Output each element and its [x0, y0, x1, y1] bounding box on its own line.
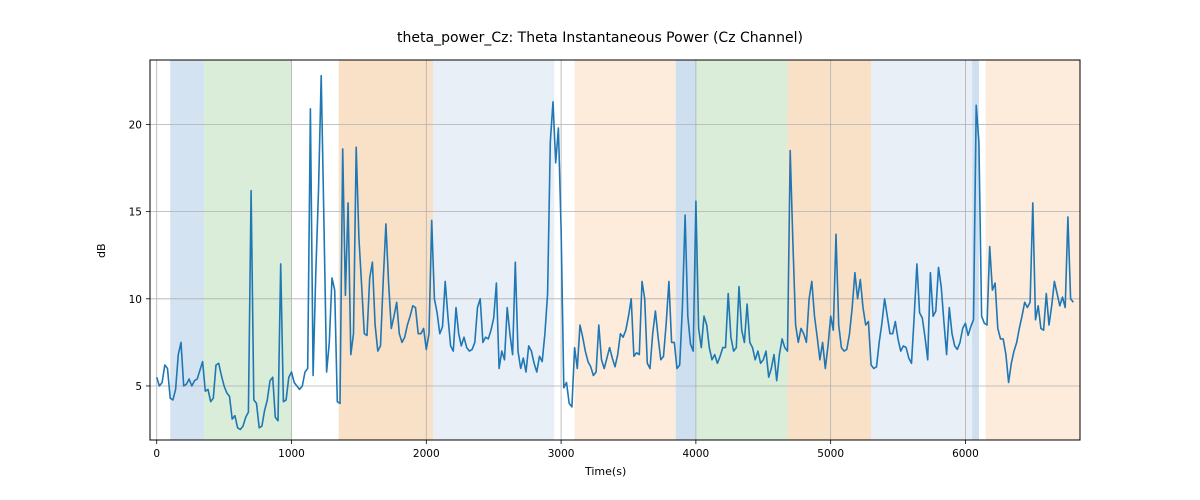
band	[788, 60, 872, 440]
band	[696, 60, 788, 440]
y-tick-label: 10	[129, 294, 142, 306]
x-tick-label: 1000	[278, 448, 305, 460]
x-tick-label: 0	[153, 448, 160, 460]
background-bands	[170, 60, 1080, 440]
band	[433, 60, 554, 440]
band	[986, 60, 1080, 440]
x-tick-label: 4000	[683, 448, 710, 460]
band	[871, 60, 972, 440]
x-tick-label: 3000	[548, 448, 575, 460]
x-tick-label: 5000	[817, 448, 844, 460]
x-tick-label: 2000	[413, 448, 440, 460]
y-tick-label: 5	[135, 381, 142, 393]
x-tick-label: 6000	[952, 448, 979, 460]
chart-svg: 0 1000 2000 3000 4000 5000 6000 5 10 15 20	[0, 0, 1200, 500]
y-tick-label: 15	[129, 207, 142, 219]
band	[575, 60, 676, 440]
y-tick-label: 20	[129, 119, 142, 131]
band	[339, 60, 433, 440]
chart-container: theta_power_Cz: Theta Instantaneous Powe…	[0, 0, 1200, 500]
